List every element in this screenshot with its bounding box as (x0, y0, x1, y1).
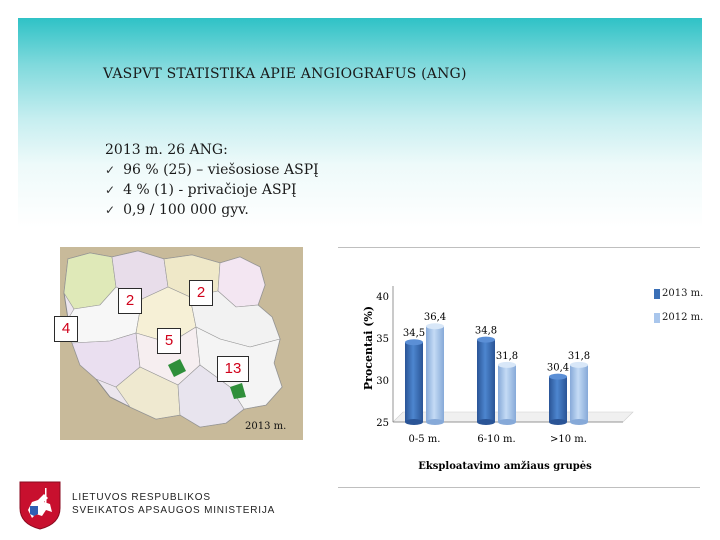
chart-bar (405, 339, 423, 425)
bar-value-label: 31,8 (568, 351, 590, 362)
chart-bar (498, 361, 516, 425)
bar-value-label: 30,4 (547, 363, 569, 374)
info-list-item: ✓ 0,9 / 100 000 gyv. (105, 202, 249, 218)
x-category-label: 0-5 m. (409, 434, 441, 445)
map-shape (63, 250, 283, 428)
legend-swatch (654, 312, 660, 323)
info-heading: 2013 m. 26 ANG: (105, 142, 228, 158)
map-count-badge: 2 (189, 280, 213, 306)
slide-title: VASPVT STATISTIKA APIE ANGIOGRAFUS (ANG) (103, 66, 467, 82)
chart-bar (570, 361, 588, 425)
check-icon: ✓ (105, 183, 116, 197)
bar-value-label: 31,8 (496, 351, 518, 362)
knight-shield-icon (19, 481, 61, 530)
chart-bottom-rule (338, 487, 700, 488)
y-tick-label: 25 (376, 418, 389, 429)
legend-label: 2012 m. (662, 312, 704, 323)
map-count-badge: 5 (157, 328, 181, 354)
info-list-item: ✓ 96 % (25) – viešosiose ASPĮ (105, 162, 319, 178)
lithuania-map: 2 2 4 5 13 2013 m. (54, 247, 303, 440)
legend-label: 2013 m. (662, 288, 704, 299)
x-category-label: 6-10 m. (477, 434, 515, 445)
header-gradient-panel (18, 18, 702, 228)
y-tick-label: 30 (376, 376, 389, 387)
legend-swatch (654, 288, 660, 299)
ministry-line-1: LIETUVOS RESPUBLIKOS (72, 492, 211, 503)
map-count-badge: 4 (54, 316, 78, 342)
map-count-badge: 2 (118, 288, 142, 314)
chart-bar (426, 323, 444, 425)
chart-canvas: 25 30 35 40 34,5 36,4 0-5 m. 34,8 31,8 6-10 m. 30… (362, 286, 634, 472)
ministry-line-2: SVEIKATOS APSAUGOS MINISTERIJA (72, 505, 276, 516)
bar-value-label: 34,5 (403, 328, 425, 339)
coat-of-arms-logo (18, 480, 62, 534)
x-category-label: >10 m. (550, 434, 587, 445)
map-count-badge: 13 (217, 356, 249, 382)
legend-item-2013: 2013 m. (654, 288, 703, 299)
chart-bar (477, 336, 495, 425)
ministry-name: LIETUVOS RESPUBLIKOS SVEIKATOS APSAUGOS … (72, 491, 275, 517)
info-block: 2013 m. 26 ANG: ✓ 96 % (25) – viešosiose … (105, 140, 319, 220)
map-year-label: 2013 m. (245, 421, 287, 432)
chart-top-rule (338, 247, 700, 248)
y-tick-label: 40 (376, 292, 389, 303)
bar-value-label: 34,8 (475, 326, 497, 337)
info-list-item: ✓ 4 % (1) - privačioje ASPĮ (105, 182, 297, 198)
check-icon: ✓ (105, 163, 116, 177)
bar-chart: 25 30 35 40 34,5 36,4 0-5 m. 34,8 31,8 6-10 m. 30… (355, 258, 695, 478)
check-icon: ✓ (105, 203, 116, 217)
x-axis-title: Eksploatavimo amžiaus grupės (418, 461, 592, 472)
chart-bar (549, 373, 567, 425)
y-tick-label: 35 (376, 334, 389, 345)
legend-item-2012: 2012 m. (654, 312, 703, 323)
bar-value-label: 36,4 (424, 312, 446, 323)
y-axis-title: Procentai (%) (362, 306, 375, 390)
